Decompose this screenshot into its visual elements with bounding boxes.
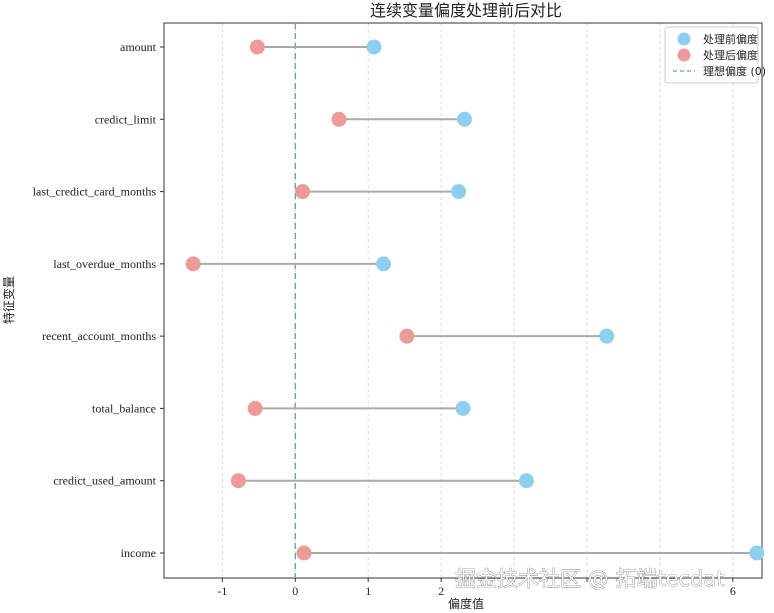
- point-after-credict_limit: [331, 111, 347, 127]
- legend-marker-before: [677, 32, 691, 46]
- y-tick-label: last_overdue_months: [53, 257, 156, 271]
- connector-lines: [193, 46, 757, 554]
- y-tick-label: recent_account_months: [42, 329, 156, 343]
- x-grid: [221, 23, 734, 578]
- point-after-last_overdue_months: [185, 256, 201, 272]
- x-tick-label: 1: [365, 584, 371, 598]
- chart-title: 连续变量偏度处理前后对比: [370, 1, 562, 20]
- plot-frame: [163, 22, 763, 579]
- y-tick-label: total_balance: [92, 401, 156, 415]
- point-before-total_balance: [455, 400, 471, 416]
- legend-label-after: 处理后偏度: [703, 48, 758, 62]
- legend-label-before: 处理前偏度: [703, 32, 758, 46]
- legend-marker-after: [677, 48, 691, 62]
- point-after-recent_account_months: [399, 328, 415, 344]
- legend: 处理前偏度 处理后偏度 理想偏度 (0): [664, 26, 766, 84]
- point-after-credict_used_amount: [230, 473, 246, 489]
- point-before-credict_limit: [456, 111, 472, 127]
- x-axis-label: 偏度值: [448, 596, 484, 611]
- x-tick-label: -1: [217, 584, 227, 598]
- x-tick-label: 2: [438, 584, 444, 598]
- x-axis-ticks: -1 0 1 2 6: [217, 578, 736, 598]
- point-before-last_credict_card_months: [451, 184, 467, 200]
- y-tick-label: credict_used_amount: [53, 474, 156, 488]
- legend-label-reference: 理想偏度 (0): [703, 64, 766, 78]
- point-before-income: [749, 545, 765, 561]
- y-tick-label: last_credict_card_months: [33, 185, 157, 199]
- point-after-total_balance: [247, 400, 263, 416]
- x-tick-label: 0: [292, 584, 298, 598]
- point-after-amount: [249, 39, 265, 55]
- point-before-credict_used_amount: [518, 473, 534, 489]
- data-points: [185, 39, 765, 561]
- point-before-recent_account_months: [599, 328, 615, 344]
- y-axis-label: 特征变量: [1, 276, 16, 324]
- y-axis-ticks: amount credict_limit last_credict_card_mon…: [33, 40, 164, 560]
- point-before-last_overdue_months: [376, 256, 392, 272]
- point-before-amount: [366, 39, 382, 55]
- y-tick-label: income: [121, 546, 156, 560]
- y-tick-label: credict_limit: [95, 112, 157, 126]
- watermark: 掘金技术社区 @ 拓端tecdat: [455, 567, 724, 591]
- x-tick-label: 6: [730, 584, 736, 598]
- y-tick-label: amount: [120, 40, 157, 54]
- point-after-income: [296, 545, 312, 561]
- point-after-last_credict_card_months: [295, 184, 311, 200]
